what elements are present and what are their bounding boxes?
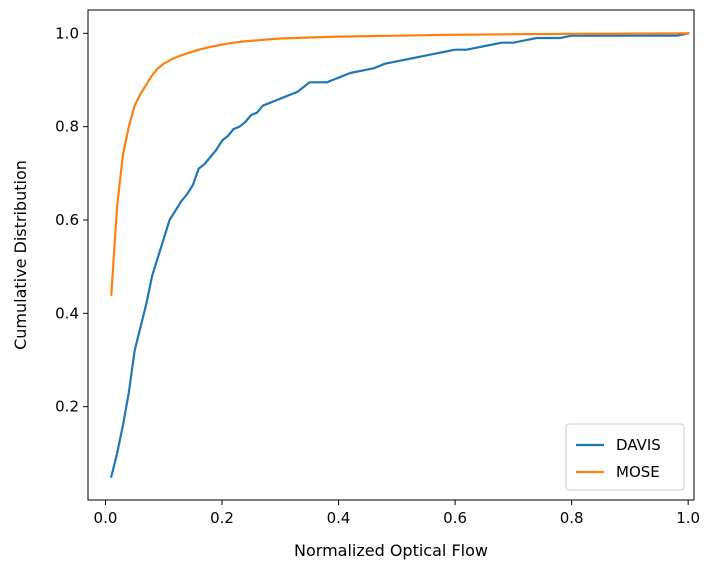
legend: DAVIS MOSE [565, 423, 685, 491]
plot-frame [87, 9, 695, 501]
y-tick-label: 0.6 [55, 211, 79, 229]
y-tick-label: 0.2 [55, 398, 79, 416]
plot-area [87, 9, 695, 501]
y-tick-label: 0.8 [55, 118, 79, 136]
x-tick-label: 0.8 [560, 509, 584, 527]
x-tick-label: 0.4 [327, 509, 351, 527]
y-tick-label: 1.0 [55, 24, 79, 42]
legend-label-davis: DAVIS [616, 436, 661, 454]
x-axis-label: Normalized Optical Flow [294, 541, 488, 560]
x-tick-label: 1.0 [676, 509, 700, 527]
x-tick-label: 0.6 [443, 509, 467, 527]
series-line-davis [109, 32, 690, 479]
x-tick-label: 0.0 [94, 509, 118, 527]
series-line-mose [110, 32, 690, 296]
y-axis-label: Cumulative Distribution [11, 160, 30, 350]
legend-box [565, 423, 685, 491]
x-tick-label: 0.2 [210, 509, 234, 527]
legend-label-mose: MOSE [616, 463, 660, 481]
y-axis-ticks: 0.2 0.4 0.6 0.8 1.0 [55, 24, 88, 416]
x-axis-ticks: 0.0 0.2 0.4 0.6 0.8 1.0 [94, 500, 700, 527]
y-tick-label: 0.4 [55, 304, 79, 322]
